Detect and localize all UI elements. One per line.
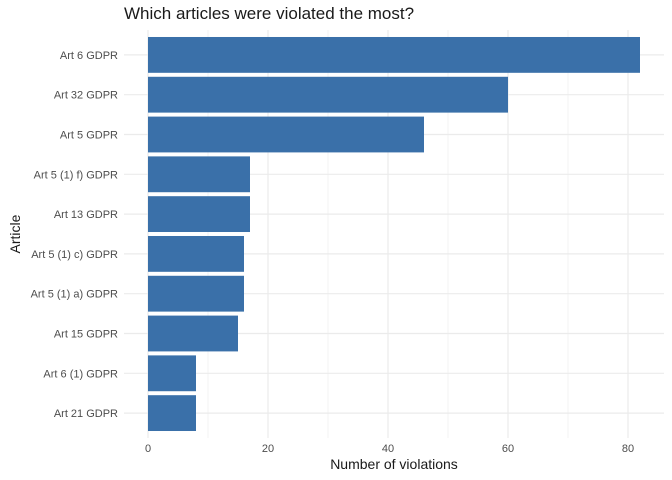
x-tick-label: 20 bbox=[262, 443, 274, 455]
y-tick-labels: Art 6 GDPR Art 32 GDPR Art 5 GDPR Art 5 (1)… bbox=[31, 50, 118, 420]
bar bbox=[148, 36, 640, 73]
bar bbox=[148, 116, 424, 153]
x-tick-label: 40 bbox=[382, 443, 394, 455]
x-tick-label: 80 bbox=[622, 443, 634, 455]
y-tick-label: Art 6 GDPR bbox=[60, 50, 118, 62]
chart-title: Which articles were violated the most? bbox=[124, 4, 415, 23]
y-tick-label: Art 5 (1) f) GDPR bbox=[34, 169, 118, 181]
bar bbox=[148, 235, 244, 272]
y-tick-label: Art 15 GDPR bbox=[54, 329, 118, 341]
bar bbox=[148, 76, 508, 113]
bar bbox=[148, 156, 250, 193]
y-axis-label: Article bbox=[7, 214, 23, 254]
y-tick-label: Art 6 (1) GDPR bbox=[43, 368, 118, 380]
y-tick-label: Art 13 GDPR bbox=[54, 209, 118, 221]
bar bbox=[148, 315, 238, 352]
y-tick-label: Art 5 (1) a) GDPR bbox=[31, 289, 118, 301]
y-tick-label: Art 5 (1) c) GDPR bbox=[31, 249, 118, 261]
x-tick-labels: 0 20 40 60 80 bbox=[145, 443, 634, 455]
bar bbox=[148, 355, 196, 392]
y-tick-label: Art 5 GDPR bbox=[60, 130, 118, 142]
x-tick-label: 60 bbox=[502, 443, 514, 455]
x-axis-label: Number of violations bbox=[330, 456, 458, 472]
bar bbox=[148, 196, 250, 233]
x-tick-label: 0 bbox=[145, 443, 151, 455]
bar bbox=[148, 275, 244, 312]
y-tick-label: Art 32 GDPR bbox=[54, 90, 118, 102]
bar bbox=[148, 395, 196, 432]
y-tick-label: Art 21 GDPR bbox=[54, 408, 118, 420]
bars bbox=[148, 36, 640, 432]
